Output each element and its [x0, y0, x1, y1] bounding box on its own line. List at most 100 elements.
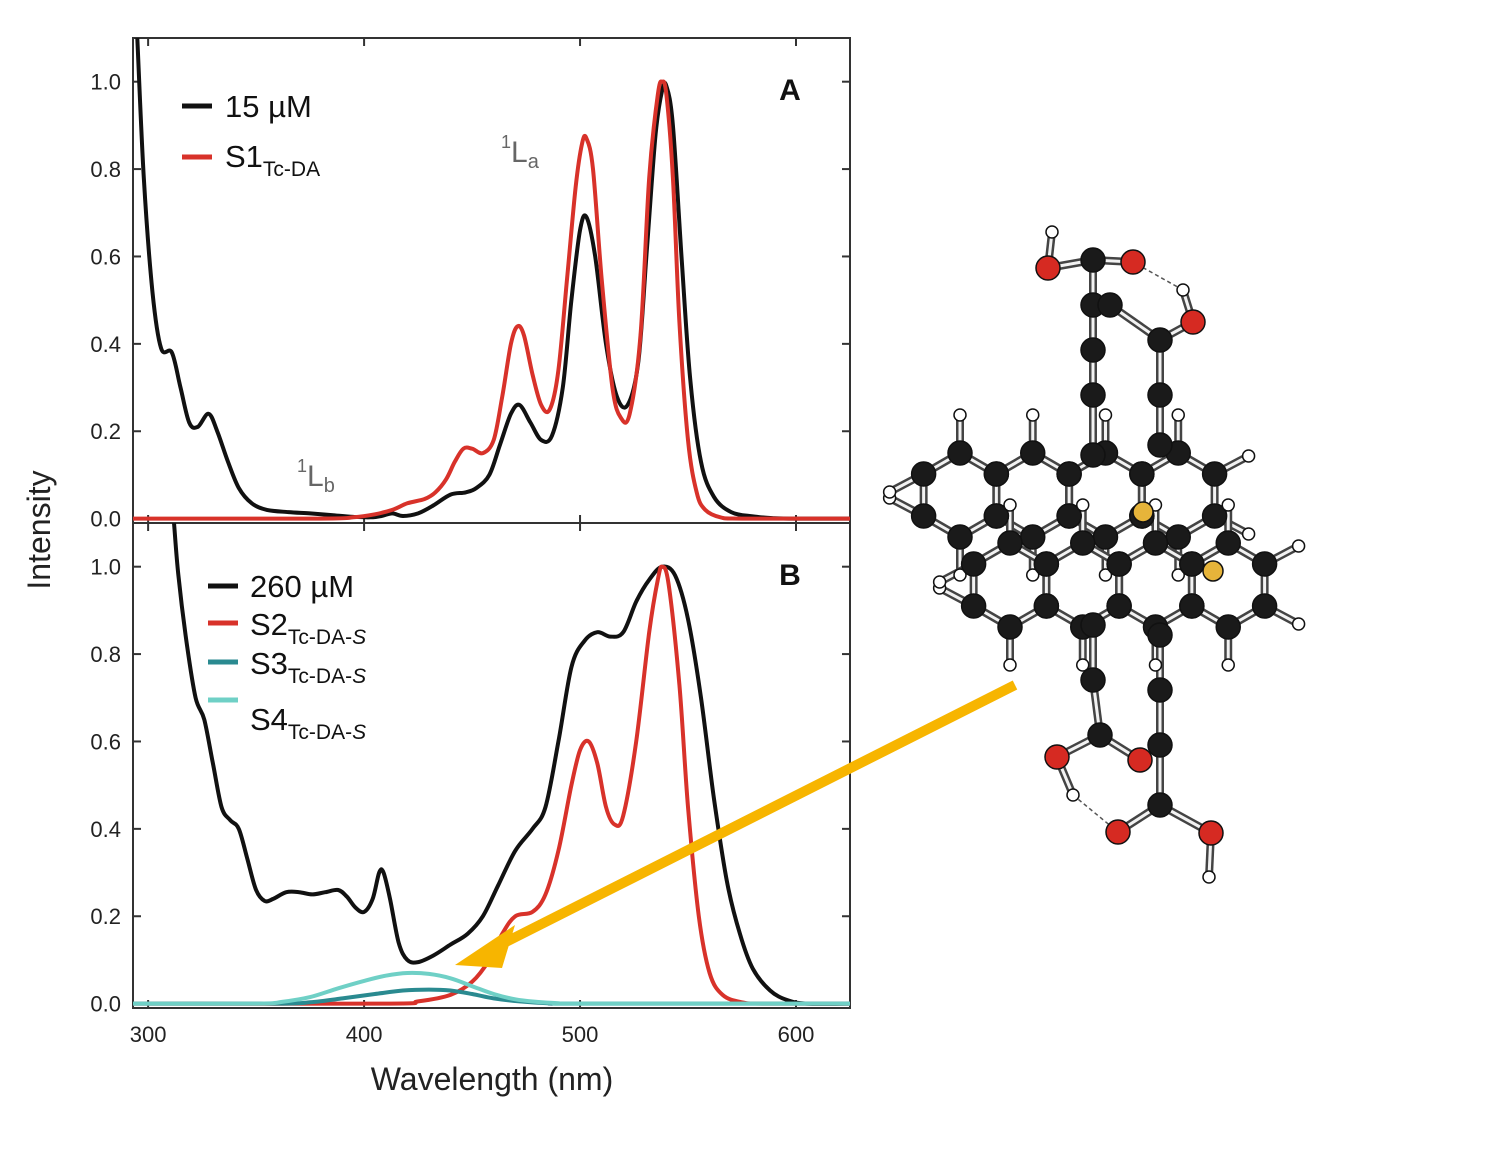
hydrogen-atom — [1241, 527, 1256, 541]
panel-b-frame — [132, 522, 851, 1009]
panel-a-ytick-label: 1.0 — [90, 70, 121, 95]
hydrogen-atom — [1066, 788, 1080, 802]
carbon-atom — [983, 503, 1010, 529]
carbon-atom — [1080, 442, 1106, 468]
panel-a-series — [133, 38, 850, 521]
carbon-atom — [1097, 292, 1123, 318]
carbon-atom — [983, 461, 1010, 487]
carbon-atom — [960, 551, 987, 577]
panel-b-series-line-4 — [133, 970, 850, 1006]
legend-a: 15 µM S1Tc-DA — [182, 89, 320, 181]
carbon-atom — [1142, 530, 1169, 556]
carbon-atom — [1056, 461, 1082, 487]
carbon-atom — [1147, 732, 1173, 758]
hydrogen-atom — [1025, 568, 1040, 582]
panel-b-xtick-label: 500 — [562, 1022, 599, 1047]
carbon-atom — [1129, 461, 1155, 487]
molecule-atoms — [882, 225, 1306, 884]
hydrogen-atom — [1221, 498, 1235, 512]
legend-a-label-2: S1Tc-DA — [225, 139, 320, 181]
molecule-hbond — [1132, 261, 1184, 291]
panel-a-ytick-label: 0.4 — [90, 332, 121, 357]
carbon-atom — [910, 461, 937, 487]
hydrogen-atom — [1176, 283, 1190, 297]
panel-b-series-line-1 — [172, 523, 850, 1006]
hydrogen-atom — [1025, 408, 1040, 422]
panel-b-xtick-label: 600 — [778, 1022, 815, 1047]
carbon-atom — [1033, 551, 1060, 577]
hydrogen-atom — [1003, 658, 1017, 672]
carbon-atom — [1147, 382, 1173, 408]
panel-a-letter: A — [779, 74, 801, 107]
carbon-atom — [1080, 382, 1106, 408]
hydrogen-atom — [953, 568, 967, 582]
carbon-atom — [947, 440, 973, 466]
annotation-1lb: 1Lb — [297, 456, 335, 497]
hydrogen-atom — [1098, 568, 1113, 582]
carbon-atom — [1147, 327, 1173, 353]
carbon-atom — [1147, 792, 1173, 818]
panel-a-ytick-label: 0.0 — [90, 507, 121, 532]
carbon-atom — [1179, 551, 1205, 577]
carbon-atom — [1019, 440, 1046, 466]
carbon-atom — [997, 614, 1023, 640]
carbon-atom — [1215, 614, 1241, 640]
carbon-atom — [1251, 593, 1278, 619]
carbon-atom — [1080, 667, 1106, 693]
panel-b-ytick-label: 0.4 — [90, 817, 121, 842]
x-axis-title: Wavelength (nm) — [371, 1061, 613, 1097]
carbon-atom — [1056, 503, 1082, 529]
carbon-atom — [947, 524, 973, 550]
hydrogen-atom — [1003, 498, 1017, 512]
panel-a-series-line-1 — [135, 38, 850, 521]
sulfur-atom — [1202, 560, 1224, 582]
hydrogen-atom — [1075, 658, 1090, 672]
carbon-atom — [1147, 622, 1173, 648]
hydrogen-atom — [1171, 408, 1185, 422]
carbon-atom — [1080, 612, 1106, 638]
legend-b-label-1: 260 µM — [250, 569, 354, 604]
panel-b-xtick-label: 300 — [130, 1022, 167, 1047]
y-axis-title: Intensity — [21, 470, 57, 589]
oxygen-atom — [1105, 819, 1131, 845]
panel-b-series-line-2 — [133, 564, 850, 1006]
panel-b-xtick-label: 400 — [346, 1022, 383, 1047]
carbon-atom — [1087, 722, 1113, 748]
panel-b-ytick-label: 0.0 — [90, 992, 121, 1017]
carbon-atom — [1106, 551, 1132, 577]
panel-b-ticks: 0.0 0.2 0.4 0.6 0.8 1.0 300 400 500 600 — [90, 523, 850, 1047]
legend-b-label-2: S2Tc-DA-S — [250, 607, 366, 649]
carbon-atom — [960, 593, 987, 619]
panel-a-ticks: 0.0 0.2 0.4 0.6 0.8 1.0 — [90, 38, 850, 532]
hydrogen-atom — [1221, 658, 1235, 672]
carbon-atom — [1080, 337, 1106, 363]
carbon-atom — [1092, 524, 1119, 550]
panel-b-letter: B — [779, 559, 801, 592]
carbon-atom — [1165, 524, 1191, 550]
panel-b-ytick-label: 1.0 — [90, 555, 121, 580]
legend-b-label-3: S3Tc-DA-S — [250, 646, 366, 688]
panel-b-ytick-label: 0.6 — [90, 729, 121, 754]
carbon-atom — [1069, 530, 1096, 556]
molecule-bonds — [887, 231, 1301, 878]
hydrogen-atom — [1098, 408, 1113, 422]
arrow-head — [455, 925, 515, 968]
hydrogen-atom — [1291, 539, 1306, 553]
carbon-atom — [1019, 524, 1046, 550]
hydrogen-atom — [1045, 225, 1059, 239]
carbon-atom — [1147, 677, 1173, 703]
panel-a-series-line-2 — [133, 79, 850, 521]
oxygen-atom — [1127, 747, 1153, 773]
legend-b-label-4: S4Tc-DA-S — [250, 702, 366, 744]
panel-b-ytick-label: 0.8 — [90, 642, 121, 667]
carbon-atom — [1080, 247, 1106, 273]
carbon-atom — [1147, 432, 1173, 458]
carbon-atom — [1251, 551, 1278, 577]
carbon-atom — [997, 530, 1023, 556]
panel-b-ytick-label: 0.2 — [90, 904, 121, 929]
hydrogen-atom — [1291, 617, 1306, 631]
oxygen-atom — [1198, 820, 1224, 846]
hydrogen-atom — [1171, 568, 1185, 582]
oxygen-atom — [1120, 249, 1146, 275]
hydrogen-atom — [882, 485, 897, 499]
